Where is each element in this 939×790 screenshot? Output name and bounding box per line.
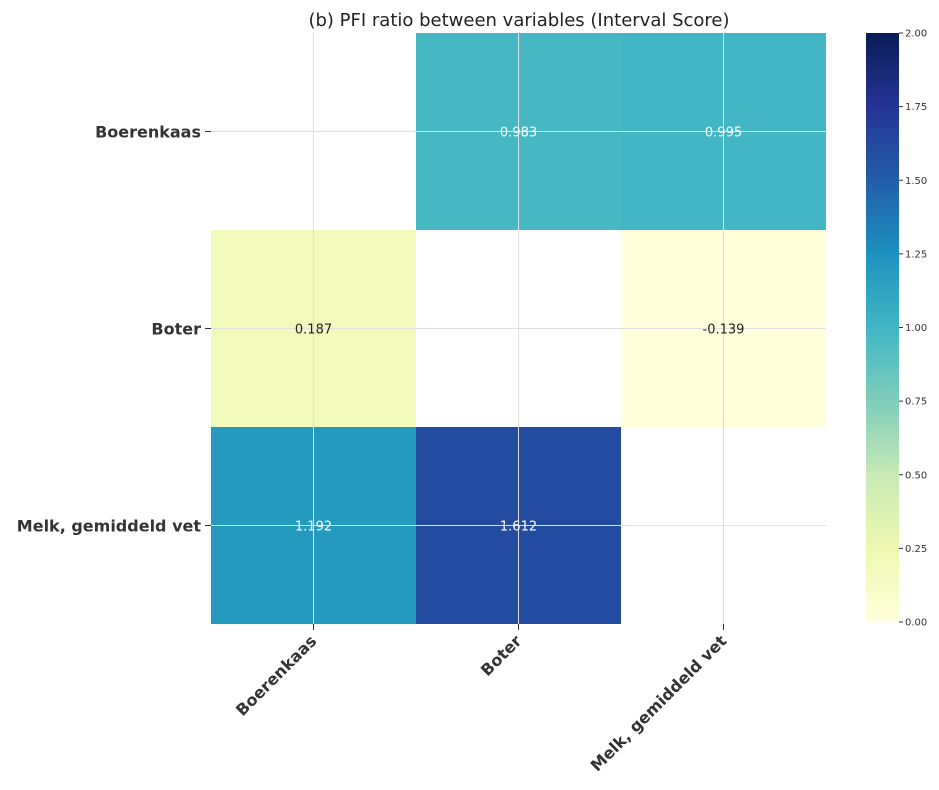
cell-value-label: 0.983 — [500, 126, 537, 141]
colorbar-tick-label: 1.25 — [905, 249, 927, 260]
colorbar: 0.00 0.25 0.50 0.75 1.00 1.25 1.50 1.75 2.00 — [866, 29, 927, 629]
colorbar-tick-label: 0.00 — [905, 618, 927, 629]
colorbar-tick-label: 1.75 — [905, 102, 927, 113]
colorbar-tick-label: 0.25 — [905, 544, 927, 555]
x-axis: Boerenkaas Boter Melk, gemiddeld vet — [232, 624, 731, 775]
cell-value-label: -0.139 — [703, 323, 745, 338]
y-tick-label: Melk, gemiddeld vet — [17, 517, 202, 536]
x-tick-label: Boter — [477, 631, 526, 680]
cell-value-labels: 0.983 0.995 0.187 -0.139 1.192 1.612 — [295, 126, 745, 535]
x-tick-label: Boerenkaas — [232, 631, 320, 719]
cell-value-label: 0.187 — [295, 323, 332, 338]
cell-value-label: 1.192 — [295, 520, 332, 535]
colorbar-tick-label: 2.00 — [905, 29, 927, 40]
colorbar-tick-label: 0.75 — [905, 397, 927, 408]
y-axis: Boerenkaas Boter Melk, gemiddeld vet — [17, 123, 211, 536]
chart-title: (b) PFI ratio between variables (Interva… — [308, 10, 729, 31]
colorbar-tick-label: 0.50 — [905, 470, 927, 481]
colorbar-tick-label: 1.50 — [905, 176, 927, 187]
y-tick-label: Boerenkaas — [95, 123, 201, 142]
cell-value-label: 0.995 — [705, 126, 742, 141]
cell-value-label: 1.612 — [500, 520, 537, 535]
grid-lines — [211, 33, 826, 624]
colorbar-gradient — [866, 33, 899, 622]
y-tick-label: Boter — [151, 320, 201, 339]
colorbar-tick-label: 1.00 — [905, 323, 927, 334]
x-tick-label: Melk, gemiddeld vet — [587, 631, 731, 775]
